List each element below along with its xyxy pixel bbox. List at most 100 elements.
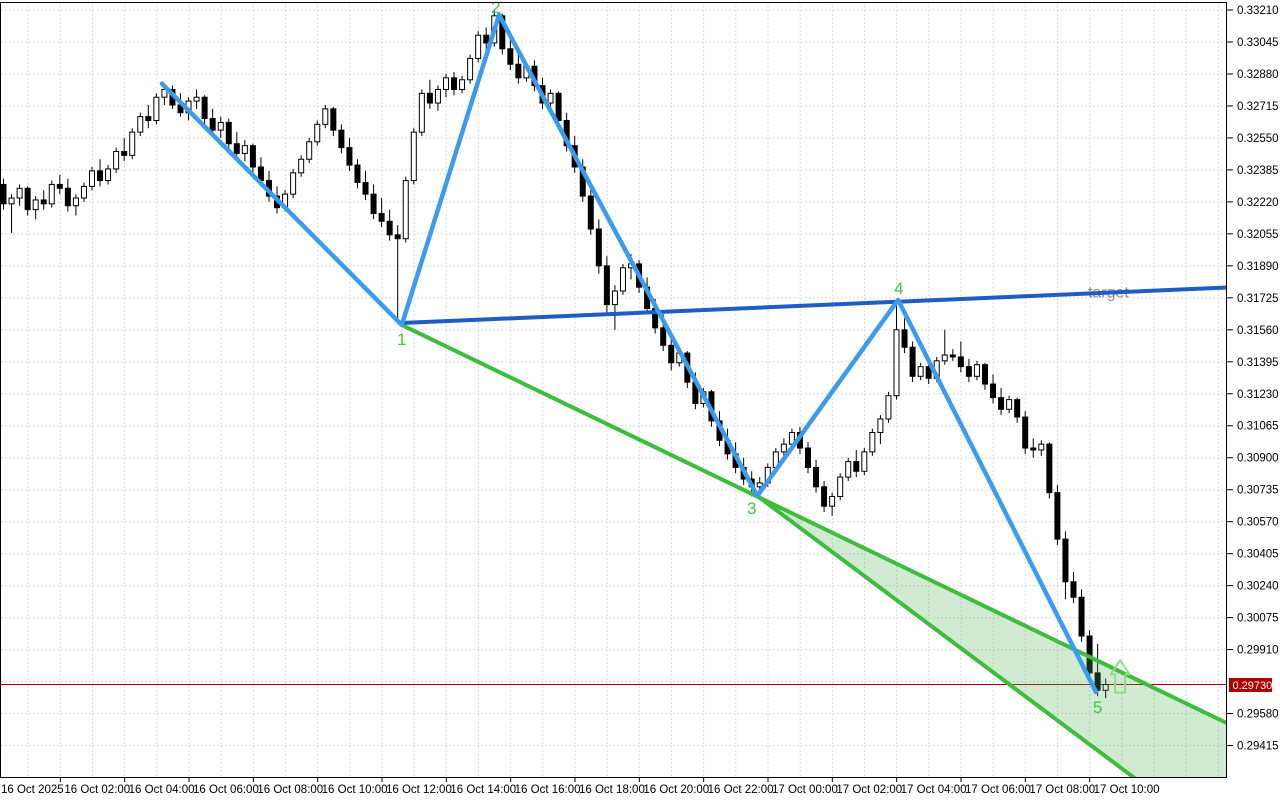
candle bbox=[467, 57, 474, 81]
x-tick-label: 16 Oct 2025 bbox=[1, 784, 64, 796]
candle bbox=[981, 364, 988, 385]
candle bbox=[370, 193, 377, 215]
candle bbox=[1, 183, 7, 205]
x-tick-label: 17 Oct 08:00 bbox=[1029, 784, 1095, 796]
candle bbox=[780, 443, 787, 453]
y-tick-label: 0.30570 bbox=[1237, 517, 1279, 529]
x-tick-label: 16 Oct 22:00 bbox=[708, 784, 774, 796]
candle bbox=[346, 147, 353, 166]
candle bbox=[821, 486, 828, 507]
green-wedge-channel[interactable] bbox=[399, 322, 1227, 800]
x-tick-label: 17 Oct 06:00 bbox=[965, 784, 1031, 796]
candle bbox=[56, 183, 63, 189]
candle bbox=[1022, 416, 1029, 449]
candle bbox=[507, 48, 514, 65]
candle bbox=[113, 150, 120, 170]
y-tick-label: 0.33045 bbox=[1237, 37, 1279, 49]
candle bbox=[8, 197, 15, 205]
arrow-up-icon[interactable] bbox=[1109, 659, 1131, 694]
candle bbox=[378, 213, 385, 222]
candle bbox=[201, 96, 208, 120]
candle bbox=[990, 383, 997, 399]
candle bbox=[917, 366, 924, 377]
candle bbox=[756, 482, 763, 488]
candle bbox=[901, 329, 908, 348]
candle bbox=[97, 170, 104, 182]
candle bbox=[998, 397, 1005, 410]
candle bbox=[941, 354, 948, 362]
candle bbox=[402, 180, 409, 240]
wedge-lower-line[interactable] bbox=[755, 493, 1227, 800]
candle bbox=[72, 197, 79, 207]
frame bbox=[0, 2, 1227, 778]
candle bbox=[442, 77, 449, 90]
elliott-zigzag[interactable] bbox=[159, 12, 1099, 695]
candle bbox=[1102, 683, 1109, 691]
candle bbox=[298, 158, 305, 174]
y-tick-label: 0.32550 bbox=[1237, 133, 1279, 145]
trendline-to-target[interactable] bbox=[399, 285, 1227, 326]
zigzag-line[interactable] bbox=[159, 12, 1099, 695]
candle bbox=[459, 79, 466, 90]
candle bbox=[314, 123, 321, 143]
price-axis[interactable]: 0.33210 0.33045 0.32880 0.32715 0.32550 0.323… bbox=[1227, 5, 1279, 753]
y-tick-label: 0.30075 bbox=[1237, 613, 1279, 625]
x-tick-label: 17 Oct 10:00 bbox=[1094, 784, 1160, 796]
x-tick-label: 17 Oct 00:00 bbox=[772, 784, 838, 796]
x-tick-label: 16 Oct 06:00 bbox=[193, 784, 259, 796]
candle bbox=[1062, 538, 1069, 583]
x-tick-label: 16 Oct 04:00 bbox=[129, 784, 195, 796]
x-tick-label: 17 Oct 02:00 bbox=[836, 784, 902, 796]
y-tick-label: 0.29415 bbox=[1237, 741, 1279, 753]
candle bbox=[1014, 399, 1021, 418]
candle bbox=[925, 366, 932, 379]
candle bbox=[973, 364, 980, 377]
current-price-value: 0.29730 bbox=[1233, 680, 1273, 692]
candle bbox=[619, 267, 626, 292]
candle bbox=[869, 432, 876, 453]
candle bbox=[121, 150, 128, 156]
candle bbox=[853, 461, 860, 472]
x-tick-label: 16 Oct 18:00 bbox=[579, 784, 645, 796]
candle bbox=[193, 96, 200, 102]
x-tick-label: 17 Oct 04:00 bbox=[901, 784, 967, 796]
wedge-upper-line[interactable] bbox=[399, 322, 1227, 726]
trendline-layer[interactable] bbox=[399, 285, 1227, 326]
y-tick-label: 0.32220 bbox=[1237, 197, 1279, 209]
y-tick-label: 0.32055 bbox=[1237, 229, 1279, 241]
candle bbox=[1054, 492, 1061, 540]
x-tick-label: 16 Oct 16:00 bbox=[515, 784, 581, 796]
x-tick-label: 16 Oct 02:00 bbox=[64, 784, 130, 796]
candle bbox=[161, 88, 168, 98]
x-tick-label: 16 Oct 10:00 bbox=[322, 784, 388, 796]
candle bbox=[451, 77, 458, 90]
candle bbox=[88, 170, 95, 187]
current-price-badge: 0.29730 bbox=[1229, 678, 1272, 692]
y-tick-label: 0.31560 bbox=[1237, 325, 1279, 337]
candle bbox=[418, 92, 425, 133]
candle bbox=[354, 164, 361, 183]
y-tick-label: 0.31725 bbox=[1237, 293, 1279, 305]
candle bbox=[885, 395, 892, 420]
candle bbox=[949, 354, 956, 358]
candle bbox=[483, 34, 490, 44]
candle bbox=[105, 168, 112, 182]
candle bbox=[426, 92, 433, 104]
candle bbox=[48, 183, 55, 205]
candle bbox=[1030, 447, 1037, 451]
y-tick-label: 0.29910 bbox=[1237, 645, 1279, 657]
candle bbox=[547, 92, 554, 104]
candle bbox=[555, 92, 562, 121]
wave-number-labels: 1 2 3 4 5 bbox=[397, 0, 1102, 717]
candle bbox=[330, 108, 337, 131]
candle bbox=[233, 143, 240, 154]
up-arrow-icon[interactable] bbox=[1109, 659, 1131, 694]
y-tick-label: 0.31395 bbox=[1237, 357, 1279, 369]
candle bbox=[957, 356, 964, 368]
candle bbox=[595, 228, 602, 267]
wave-label-4: 4 bbox=[894, 279, 903, 298]
candle bbox=[893, 329, 900, 397]
x-tick-label: 16 Oct 08:00 bbox=[257, 784, 323, 796]
